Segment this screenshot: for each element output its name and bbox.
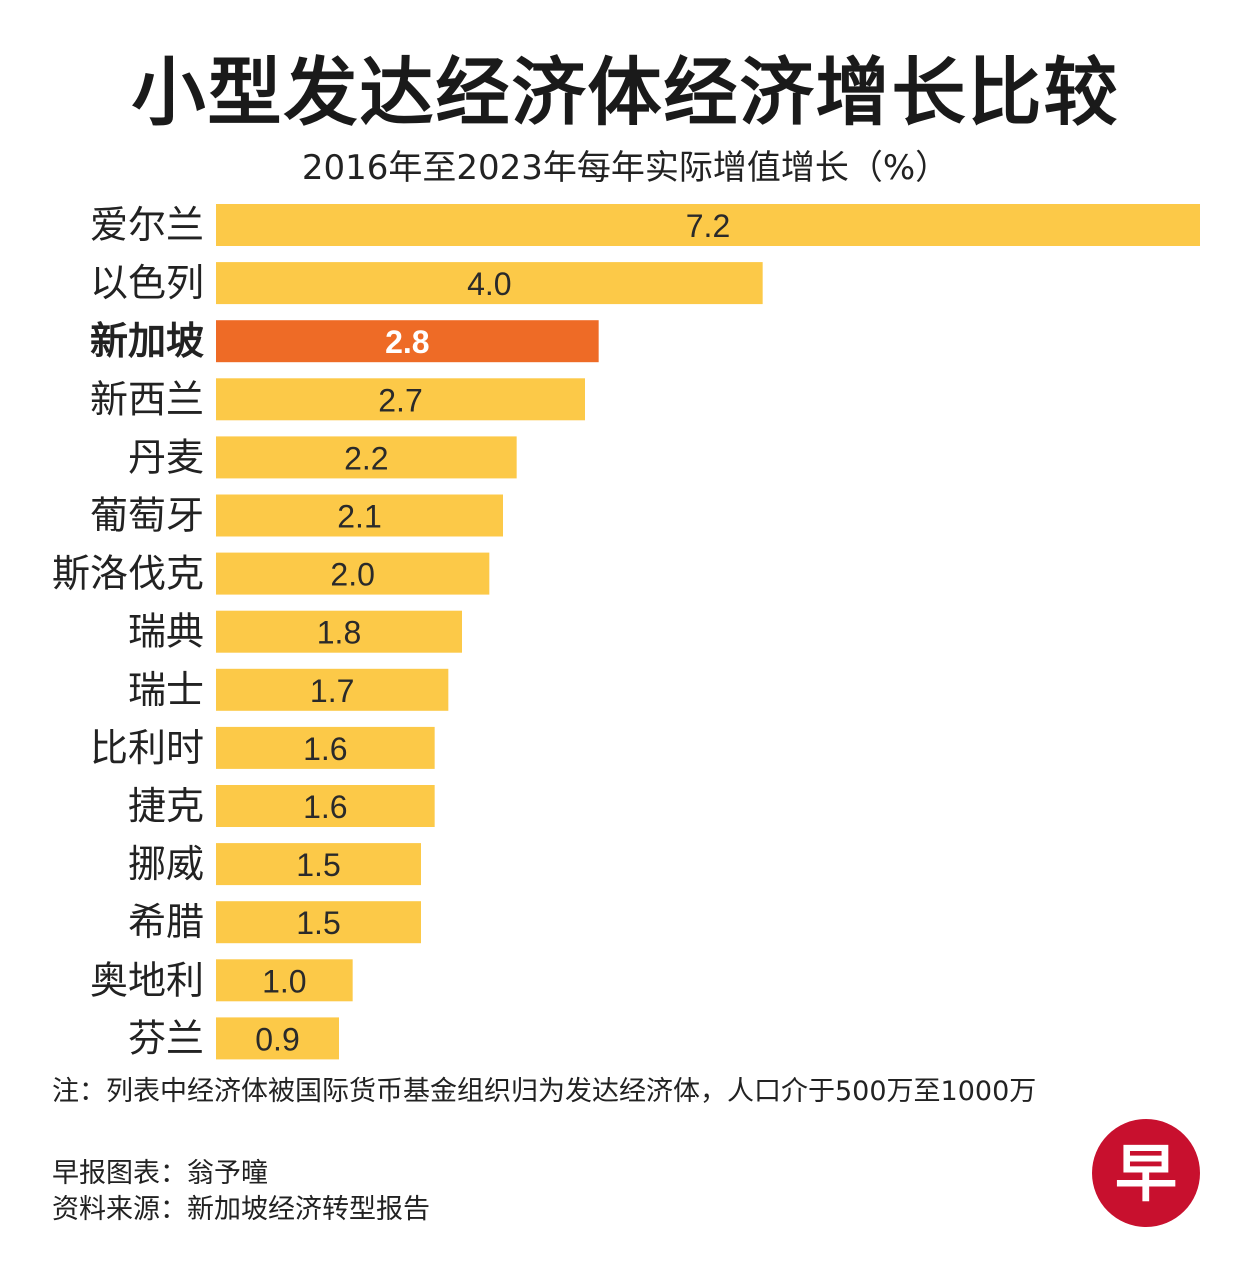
category-label-12: 希腊 [128, 900, 204, 944]
bar-value-label-9: 1.6 [303, 731, 347, 767]
bar-10 [216, 785, 435, 827]
chart-title: 小型发达经济体经济增长比较 [131, 50, 1120, 136]
bar-2 [216, 320, 599, 363]
bar-13 [216, 959, 353, 1002]
bar-value-label-7: 1.8 [317, 615, 361, 651]
category-label-0: 爱尔兰 [90, 203, 204, 247]
bar-8 [216, 668, 449, 711]
chart-note: 注：列表中经济体被国际货币基金组织归为发达经济体，人口介于500万至1000万 [52, 1076, 1037, 1107]
bar-14 [216, 1017, 339, 1060]
category-label-13: 奥地利 [90, 958, 204, 1002]
category-label-6: 斯洛伐克 [52, 552, 204, 596]
category-label-7: 瑞典 [128, 610, 204, 654]
bar-value-label-11: 1.5 [296, 847, 340, 883]
chart-source-credit: 资料来源：新加坡经济转型报告 [52, 1194, 430, 1225]
chart-author-credit: 早报图表：翁予曈 [52, 1158, 268, 1189]
logo-circle [1092, 1119, 1200, 1227]
bar-11 [216, 843, 421, 886]
bar-value-label-3: 2.7 [378, 382, 422, 418]
category-label-9: 比利时 [90, 726, 204, 770]
category-label-1: 以色列 [90, 261, 204, 305]
category-label-10: 捷克 [128, 784, 204, 828]
bar-0 [216, 204, 1200, 246]
category-label-4: 丹麦 [128, 435, 204, 479]
bar-value-label-0: 7.2 [686, 208, 730, 244]
bar-1 [216, 262, 763, 305]
category-label-3: 新西兰 [90, 377, 204, 421]
bar-value-label-2: 2.8 [385, 324, 429, 360]
bar-value-label-5: 2.1 [337, 499, 381, 535]
category-label-5: 葡萄牙 [90, 494, 204, 538]
bar-value-label-1: 4.0 [467, 266, 511, 302]
bar-value-label-4: 2.2 [344, 440, 388, 476]
category-label-8: 瑞士 [128, 668, 204, 712]
bar-12 [216, 901, 421, 944]
bar-6 [216, 552, 490, 595]
bar-3 [216, 378, 585, 421]
bar-value-label-10: 1.6 [303, 789, 347, 825]
category-label-2: 新加坡 [90, 319, 204, 363]
bar-7 [216, 610, 462, 653]
bar-value-label-6: 2.0 [330, 557, 374, 593]
bar-value-label-13: 1.0 [262, 963, 306, 999]
bar-value-label-8: 1.7 [310, 673, 354, 709]
bar-4 [216, 436, 517, 479]
zaobao-logo-icon: 早 [1092, 1119, 1200, 1227]
logo-glyph: 早 [1115, 1137, 1177, 1210]
category-label-14: 芬兰 [128, 1016, 204, 1060]
category-label-11: 挪威 [128, 842, 204, 886]
bar-value-label-12: 1.5 [296, 905, 340, 941]
bar-value-label-14: 0.9 [255, 1021, 299, 1057]
bar-chart: 7.2 爱尔兰 4.0 以色列 2.8 新加坡 2.7 新西兰 2.2 丹麦 2.1 葡萄牙 2.0 斯洛… [52, 203, 1200, 1060]
bar-9 [216, 726, 435, 769]
bar-5 [216, 494, 503, 537]
chart-subtitle: 2016年至2023年每年实际增值增长（%） [301, 148, 950, 188]
